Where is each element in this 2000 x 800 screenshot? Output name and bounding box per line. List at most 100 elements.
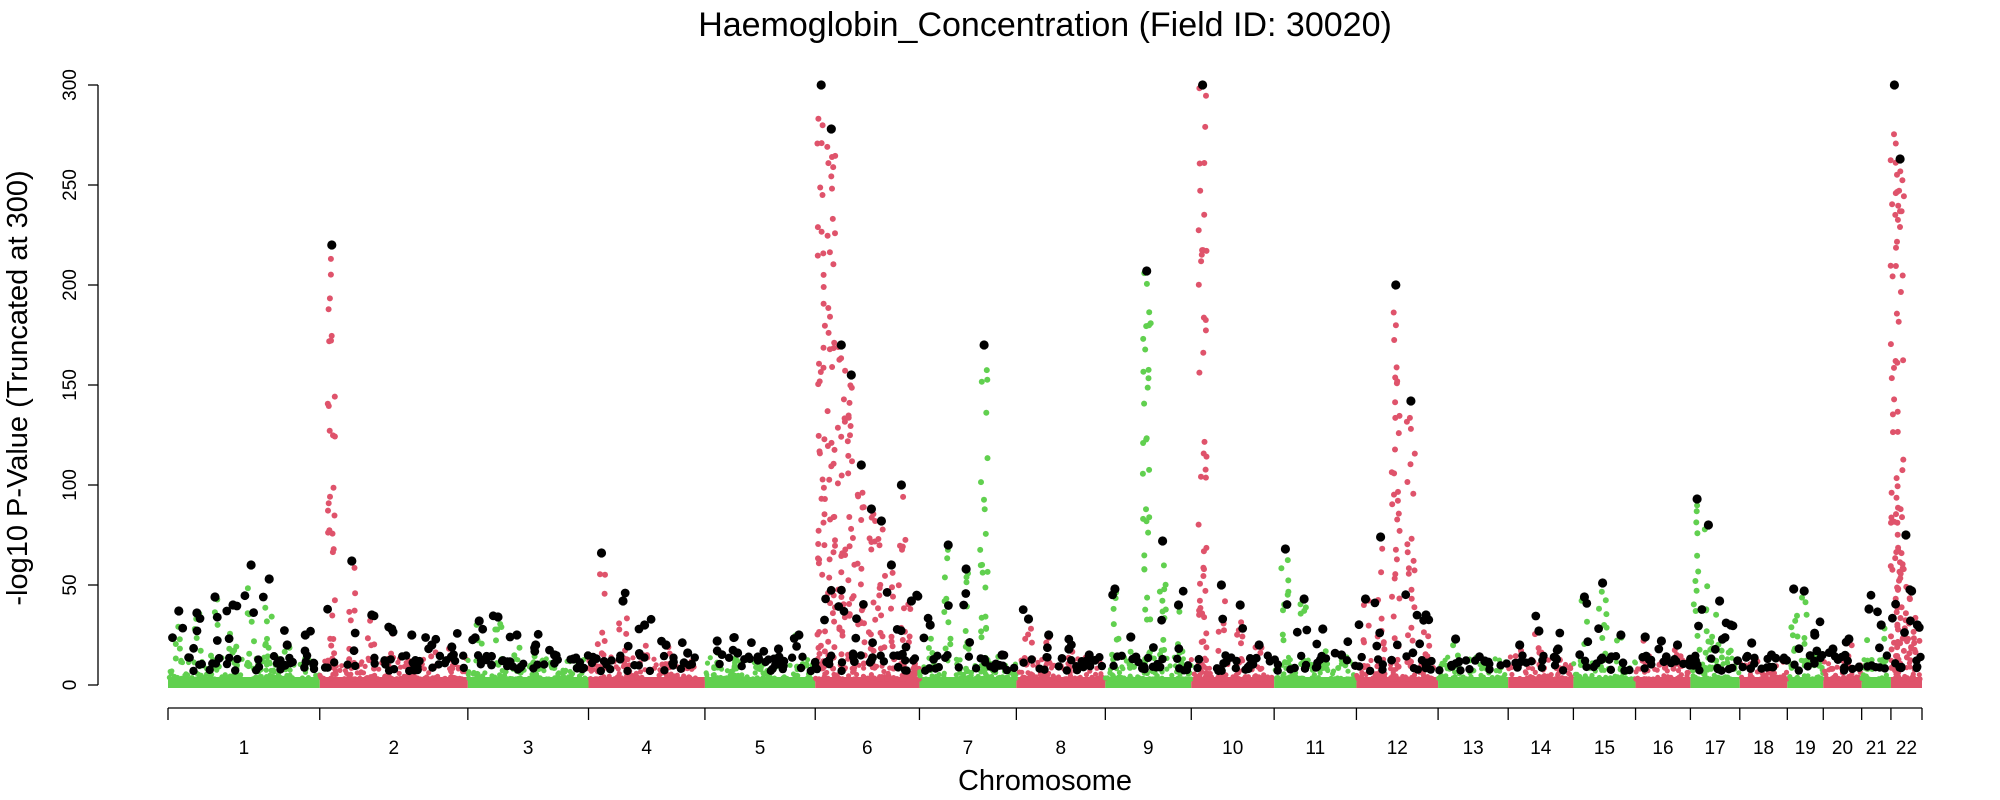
- lead-snp: [1782, 655, 1792, 665]
- lead-snp: [302, 651, 312, 660]
- snp-point: [493, 637, 499, 644]
- snp-point: [328, 337, 334, 344]
- lead-snp: [1318, 624, 1328, 634]
- snp-point: [1507, 654, 1513, 660]
- snp-point: [1379, 545, 1386, 552]
- snp-point: [1280, 607, 1286, 614]
- lead-snp: [971, 664, 981, 673]
- snp-point: [1284, 591, 1291, 598]
- snp-point: [813, 676, 819, 682]
- snp-point: [876, 585, 883, 591]
- snp-point: [879, 676, 885, 682]
- snp-point: [1897, 506, 1904, 513]
- snp-point: [1394, 656, 1401, 663]
- snp-point: [817, 184, 824, 191]
- snp-point: [1391, 635, 1398, 642]
- snp-point: [967, 674, 973, 680]
- snp-point: [841, 418, 848, 425]
- snp-point: [1141, 676, 1147, 682]
- snp-point: [1204, 670, 1211, 676]
- lead-snp: [1126, 632, 1136, 642]
- lead-snp: [943, 540, 953, 550]
- lead-snp: [1018, 605, 1028, 614]
- snp-point: [982, 613, 989, 620]
- snp-point: [842, 552, 849, 558]
- snp-point: [1416, 676, 1422, 682]
- snp-point: [428, 676, 434, 682]
- snp-point: [1708, 639, 1715, 646]
- lead-snp: [1888, 613, 1897, 623]
- snp-point: [223, 674, 229, 680]
- lead-snp: [657, 636, 666, 646]
- snp-point: [830, 164, 837, 171]
- snp-point: [1692, 608, 1699, 614]
- snp-point: [819, 122, 826, 129]
- snp-point: [263, 661, 270, 668]
- chromosome-label: 15: [1594, 738, 1615, 759]
- snp-point: [820, 250, 827, 257]
- snp-point: [1405, 565, 1412, 572]
- lead-snp: [1891, 659, 1900, 668]
- snp-point: [1887, 157, 1894, 164]
- chromosome-band: [1508, 677, 1574, 688]
- snp-point: [325, 657, 331, 664]
- snp-point: [516, 644, 523, 651]
- snp-point: [824, 143, 831, 150]
- snp-point: [258, 673, 264, 680]
- snp-point: [1889, 411, 1896, 418]
- snp-point: [982, 530, 989, 537]
- lead-snp: [1373, 655, 1383, 664]
- snp-point: [1406, 414, 1413, 421]
- lead-snp: [796, 663, 806, 673]
- lead-snp: [846, 370, 856, 380]
- lead-snp: [1054, 662, 1064, 671]
- snp-point: [1196, 597, 1203, 604]
- snp-point: [1548, 676, 1554, 682]
- snp-point: [983, 409, 990, 416]
- snp-point: [825, 329, 832, 336]
- snp-point: [865, 675, 871, 681]
- lead-snp: [645, 666, 655, 676]
- snp-point: [832, 152, 839, 159]
- snp-point: [1201, 211, 1208, 218]
- chromosome-label: 9: [1143, 738, 1154, 759]
- snp-point: [1599, 635, 1606, 641]
- snp-point: [552, 675, 558, 681]
- snp-point: [562, 669, 568, 675]
- snp-point: [328, 675, 334, 681]
- snp-point: [1894, 171, 1900, 178]
- snp-point: [324, 400, 331, 407]
- snp-point: [354, 670, 360, 676]
- snp-point: [1275, 674, 1281, 681]
- snp-point: [752, 670, 758, 676]
- snp-point: [1025, 670, 1031, 676]
- lead-snp: [979, 340, 989, 350]
- snp-point: [1201, 438, 1208, 445]
- snp-point: [999, 674, 1006, 680]
- snp-point: [1863, 673, 1869, 679]
- snp-point: [1285, 659, 1291, 666]
- snp-point: [327, 271, 334, 278]
- lead-snp: [474, 616, 484, 626]
- lead-snp: [1109, 661, 1118, 670]
- snp-point: [305, 675, 311, 681]
- snp-point: [838, 569, 845, 576]
- snp-point: [1359, 669, 1365, 676]
- lead-snp: [925, 620, 935, 630]
- snp-point: [875, 605, 881, 612]
- snp-point: [981, 496, 987, 503]
- snp-point: [1442, 657, 1448, 663]
- snp-point: [854, 491, 861, 498]
- snp-point: [878, 612, 885, 619]
- lead-snp: [852, 614, 861, 623]
- snp-point: [329, 612, 336, 619]
- snp-point: [831, 339, 838, 346]
- snp-point: [1888, 646, 1895, 653]
- lead-snp: [961, 589, 971, 598]
- snp-point: [597, 571, 603, 578]
- lead-snp: [1833, 655, 1843, 664]
- snp-point: [1113, 636, 1120, 643]
- snp-point: [901, 605, 907, 612]
- snp-point: [1709, 633, 1716, 640]
- snp-point: [1197, 580, 1203, 587]
